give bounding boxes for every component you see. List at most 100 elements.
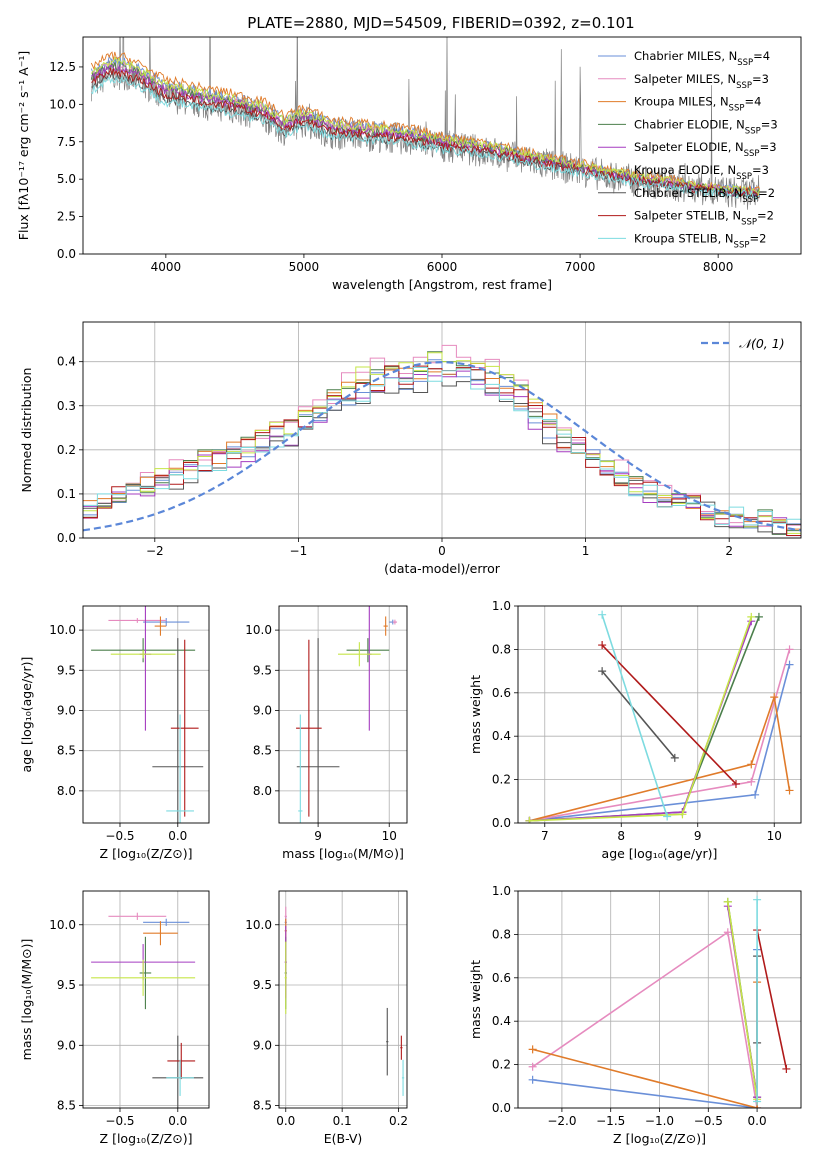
tick-label-y: 0.0: [57, 247, 76, 261]
x-axis-label: Z [log₁₀(Z/Z⊙)]: [613, 1131, 706, 1146]
axes-frame: [82, 321, 802, 539]
weight-point-marker: [785, 660, 794, 669]
weight-point-marker: [598, 667, 607, 676]
weight-point-marker: [747, 760, 756, 769]
axes-frame: [517, 890, 802, 1109]
tick-label-x: 2: [725, 544, 733, 558]
tick-label-y: 0.2: [57, 443, 76, 457]
weight-point-marker: [754, 612, 763, 621]
tick-label-y: 0.6: [492, 971, 511, 985]
x-axis-label: wavelength [Angstrom, rest frame]: [332, 277, 552, 292]
weight-point-marker: [663, 812, 672, 821]
weight-point-marker: [528, 1062, 537, 1071]
tick-label-x: 9: [314, 829, 322, 843]
legend-entry: Chabrier MILES, NSSP=4: [634, 49, 770, 68]
legend-entry: Salpeter MILES, NSSP=3: [634, 72, 769, 91]
tick-label-y: 9.0: [57, 703, 76, 717]
tick-label-x: −1.5: [596, 1114, 625, 1128]
weight-point-marker: [723, 928, 732, 937]
legend-entry: Salpeter STELIB, NSSP=2: [634, 209, 774, 228]
x-axis-label: (data-model)/error: [384, 561, 501, 576]
tick-label-y: 0.6: [492, 686, 511, 700]
legend-entry: Salpeter ELODIE, NSSP=3: [634, 140, 777, 159]
tick-label-x: 5000: [289, 260, 320, 274]
weight-point-marker: [751, 790, 760, 799]
weight-point-marker: [723, 897, 732, 906]
weight-point-marker: [753, 895, 762, 904]
plot-area-residuals: [83, 344, 801, 537]
tick-label-y: 8.5: [57, 1099, 76, 1113]
axes-frame: [82, 605, 210, 824]
weight-point-marker: [525, 816, 534, 823]
tick-label-y: 9.5: [253, 978, 272, 992]
tick-label-y: 10.0: [49, 918, 76, 932]
weight-point-marker: [785, 645, 794, 654]
tick-label-y: 10.0: [49, 623, 76, 637]
tick-label-x: 4000: [151, 260, 182, 274]
tick-label-y: 1.0: [492, 599, 511, 613]
tick-label-y: 7.5: [57, 135, 76, 149]
weight-point-marker: [753, 1097, 762, 1106]
tick-label-x: 8000: [703, 260, 734, 274]
weight-point-marker: [747, 777, 756, 786]
tick-label-y: 8.5: [253, 744, 272, 758]
tick-label-y: 0.3: [57, 399, 76, 413]
plot-area-mass_vs_EBV: [284, 906, 405, 1096]
tick-label-x: 0.0: [276, 1114, 295, 1128]
tick-label-x: 10: [767, 829, 782, 843]
weight-point-marker: [528, 1075, 537, 1084]
tick-label-x: −2: [146, 544, 164, 558]
tick-label-y: 12.5: [49, 60, 76, 74]
tick-label-y: 9.5: [253, 663, 272, 677]
tick-label-y: 10.0: [245, 623, 272, 637]
x-axis-label: mass [log₁₀(M/M⊙)]: [282, 846, 404, 861]
tick-label-x: −0.5: [694, 1114, 723, 1128]
tick-label-y: 0.0: [57, 531, 76, 545]
weight-line: [601, 614, 668, 817]
tick-label-y: 8.5: [253, 1099, 272, 1113]
tick-label-x: 0.0: [168, 1114, 187, 1128]
axes-frame: [278, 890, 408, 1109]
tick-label-y: 8.5: [57, 744, 76, 758]
axes-frame: [517, 605, 802, 824]
y-axis-label: mass weight: [468, 960, 483, 1039]
tick-label-x: 9: [694, 829, 702, 843]
tick-label-y: 0.8: [492, 642, 511, 656]
x-axis-label: E(B-V): [324, 1131, 363, 1146]
x-axis-label: Z [log₁₀(Z/Z⊙)]: [100, 846, 193, 861]
plot-area-mass_weight_vs_Z: [528, 895, 791, 1108]
tick-label-y: 0.0: [492, 816, 511, 830]
tick-label-y: 5.0: [57, 172, 76, 186]
tick-label-x: −0.5: [105, 1114, 134, 1128]
histogram-step: [83, 352, 801, 534]
tick-label-y: 0.4: [492, 729, 511, 743]
weight-line: [529, 696, 791, 822]
tick-label-x: 7: [541, 829, 549, 843]
plot-area-spectrum: [90, 37, 761, 210]
model-spectrum-line: [90, 56, 761, 198]
weight-point-marker: [770, 693, 779, 702]
weight-line: [601, 670, 676, 759]
axes-frame: [82, 36, 802, 255]
charts-layer: 4000 5000 6000 7000 80000.02.55.07.510.012.5…: [16, 36, 802, 1146]
x-axis-label: age [log₁₀(age/yr)]: [602, 846, 718, 861]
model-spectrum-line: [91, 67, 760, 199]
legend-entry: Chabrier ELODIE, NSSP=3: [634, 117, 778, 136]
tick-label-x: 1: [582, 544, 590, 558]
weight-line: [727, 901, 758, 1100]
tick-label-x: 6000: [427, 260, 458, 274]
y-axis-label: Flux [fλ10⁻¹⁷ erg cm⁻² s⁻¹ A⁻¹]: [16, 51, 31, 240]
model-spectrum-line: [91, 63, 760, 199]
panel-mass_weight_vs_Z: −2.0 −1.5 −1.0 −0.5 0.0 0.0 0.2 0.4 0.6 0.8 1.0 Z […: [468, 884, 802, 1146]
histogram-step: [83, 365, 801, 536]
tick-label-x: 0.2: [389, 1114, 408, 1128]
tick-label-y: 0.1: [57, 487, 76, 501]
weight-point-marker: [670, 753, 679, 762]
tick-label-y: 2.5: [57, 210, 76, 224]
tick-label-y: 9.5: [57, 978, 76, 992]
legend-entry: Kroupa STELIB, NSSP=2: [634, 231, 766, 250]
weight-point-marker: [598, 641, 607, 650]
legend-entry: Kroupa MILES, NSSP=4: [634, 95, 761, 114]
